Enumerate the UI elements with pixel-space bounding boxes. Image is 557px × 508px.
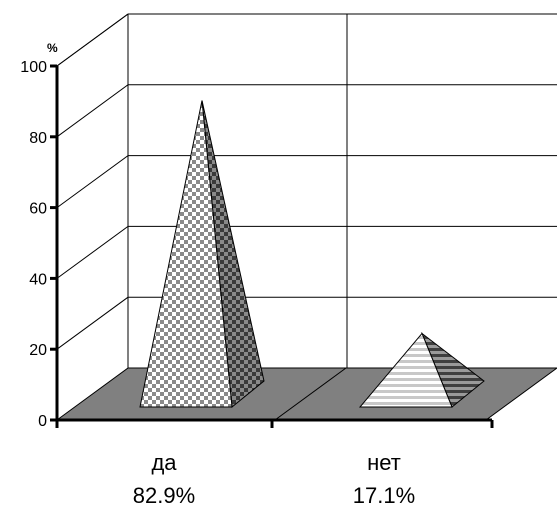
y-tick-label: 60 xyxy=(29,201,47,218)
y-axis-unit-label: % xyxy=(47,41,58,55)
y-axis: 0 20 40 60 80 100 % xyxy=(20,41,59,430)
pyramid-series xyxy=(139,100,485,408)
plot-walls xyxy=(55,13,557,421)
value-label-da: 82.9% xyxy=(133,483,195,508)
pyramid-front-face xyxy=(358,332,453,408)
y-tick-label: 80 xyxy=(29,130,47,147)
y-tick-label: 0 xyxy=(38,413,47,430)
gridline-side xyxy=(56,296,129,350)
category-label-net: нет xyxy=(367,450,401,475)
plot-floor xyxy=(55,367,557,421)
gridlines xyxy=(56,13,557,350)
pyramid-front-face xyxy=(139,100,233,408)
y-tick-label: 20 xyxy=(29,342,47,359)
gridline-side xyxy=(56,225,129,279)
gridline-side xyxy=(56,84,129,138)
category-labels: да 82.9% нет 17.1% xyxy=(133,450,415,508)
value-label-net: 17.1% xyxy=(353,483,415,508)
x-axis xyxy=(55,418,494,428)
gridline-side xyxy=(56,155,129,209)
pyramid-0 xyxy=(139,100,265,408)
pyramid-1 xyxy=(358,331,485,408)
y-axis-ticks: 0 20 40 60 80 100 xyxy=(20,59,57,430)
gridline-side xyxy=(56,13,129,67)
floor-divider xyxy=(274,367,347,421)
category-label-da: да xyxy=(151,450,177,475)
y-tick-label: 100 xyxy=(20,59,47,76)
y-tick-label: 40 xyxy=(29,271,47,288)
